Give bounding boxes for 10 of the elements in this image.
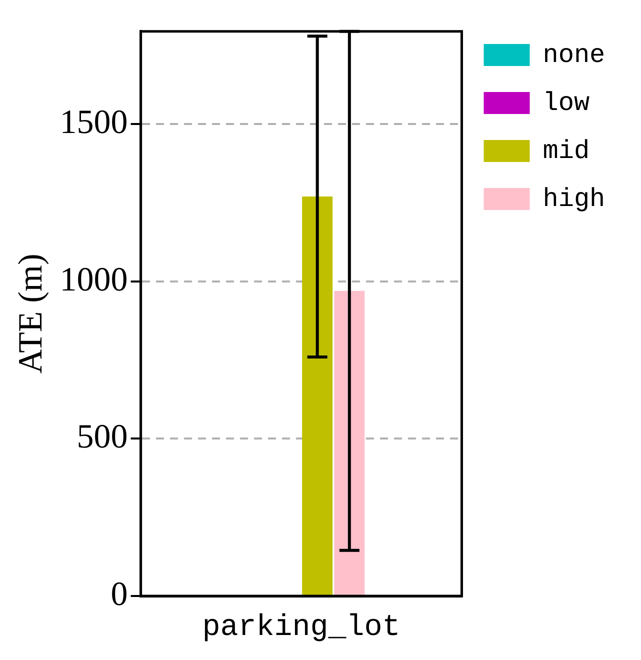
y-axis-title: ATE (m) xyxy=(12,254,50,374)
y-tick-label: 500 xyxy=(76,418,128,456)
legend-label: none xyxy=(542,40,606,70)
y-tick-label: 1000 xyxy=(60,261,128,298)
legend-label: high xyxy=(542,184,606,214)
y-tick-label: 0 xyxy=(110,576,128,613)
legend-label: mid xyxy=(542,136,590,166)
x-tick-label: parking_lot xyxy=(202,610,400,645)
legend-label: low xyxy=(542,88,590,118)
y-tick-label: 1500 xyxy=(60,104,128,142)
